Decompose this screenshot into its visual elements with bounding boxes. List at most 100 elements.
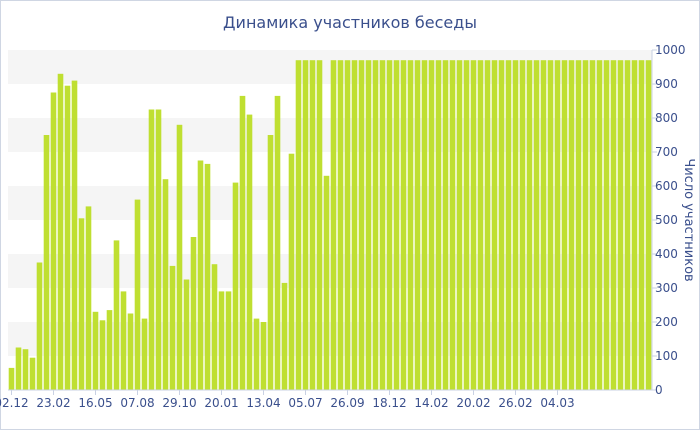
bar <box>456 60 463 390</box>
bar <box>246 114 253 390</box>
x-tick-label: 13.04 <box>246 396 280 410</box>
bar <box>421 60 428 390</box>
y-tick-label: 700 <box>655 145 678 159</box>
y-tick-label: 300 <box>655 281 678 295</box>
x-tick-label: 26.02 <box>498 396 532 410</box>
bar <box>470 60 477 390</box>
bar <box>330 60 337 390</box>
y-tick-label: 500 <box>655 213 678 227</box>
bar <box>71 80 78 390</box>
bar <box>316 60 323 390</box>
bar <box>428 60 435 390</box>
bar <box>344 60 351 390</box>
bar <box>575 60 582 390</box>
bar <box>379 60 386 390</box>
bar <box>113 240 120 390</box>
bar <box>22 349 29 390</box>
x-tick-label: 02.12 <box>0 396 29 410</box>
bar <box>190 237 197 390</box>
bar <box>631 60 638 390</box>
bar <box>512 60 519 390</box>
bar <box>603 60 610 390</box>
bar <box>547 60 554 390</box>
bar <box>78 218 85 390</box>
bar <box>120 291 127 390</box>
bar <box>29 357 36 390</box>
x-tick-label: 26.09 <box>330 396 364 410</box>
bar <box>407 60 414 390</box>
bar <box>498 60 505 390</box>
x-tick-label: 07.08 <box>120 396 154 410</box>
bar <box>540 60 547 390</box>
x-tick-label: 18.12 <box>372 396 406 410</box>
bar <box>92 311 99 390</box>
bar <box>260 322 267 390</box>
bar <box>491 60 498 390</box>
bar <box>141 318 148 390</box>
bar <box>43 135 50 390</box>
bar <box>484 60 491 390</box>
bar <box>624 60 631 390</box>
bar <box>36 262 43 390</box>
x-tick-label: 20.02 <box>456 396 490 410</box>
bar <box>267 135 274 390</box>
bar <box>351 60 358 390</box>
bar <box>323 175 330 390</box>
bar <box>568 60 575 390</box>
bar <box>106 310 113 390</box>
bar <box>302 60 309 390</box>
bar <box>372 60 379 390</box>
y-tick-label: 800 <box>655 111 678 125</box>
bar <box>337 60 344 390</box>
y-tick-label: 900 <box>655 77 678 91</box>
bar <box>64 85 71 390</box>
bar <box>596 60 603 390</box>
bar <box>610 60 617 390</box>
bar <box>134 199 141 390</box>
bar <box>85 206 92 390</box>
y-tick-label: 600 <box>655 179 678 193</box>
bar <box>463 60 470 390</box>
bar <box>225 291 232 390</box>
bar <box>365 60 372 390</box>
x-tick-label: 14.02 <box>414 396 448 410</box>
bar <box>582 60 589 390</box>
x-tick-label: 04.03 <box>540 396 574 410</box>
y-axis-label: Число участников <box>681 158 696 281</box>
bar <box>148 109 155 390</box>
bar <box>57 73 64 391</box>
x-tick-label: 20.01 <box>204 396 238 410</box>
bar <box>505 60 512 390</box>
bar <box>617 60 624 390</box>
y-tick-label: 0 <box>655 383 663 397</box>
bar <box>435 60 442 390</box>
bar <box>477 60 484 390</box>
x-tick-label: 05.07 <box>288 396 322 410</box>
x-tick-label: 16.05 <box>78 396 112 410</box>
bar <box>295 60 302 390</box>
bar <box>253 318 260 390</box>
bar <box>414 60 421 390</box>
bars <box>8 60 652 391</box>
bar <box>288 153 295 390</box>
y-tick-label: 1000 <box>655 43 686 57</box>
bar <box>400 60 407 390</box>
bar <box>15 347 22 390</box>
bar <box>393 60 400 390</box>
bar <box>589 60 596 390</box>
bar <box>99 320 106 390</box>
bar <box>533 60 540 390</box>
bar <box>638 60 645 390</box>
bar <box>561 60 568 390</box>
bar <box>526 60 533 390</box>
bar <box>204 163 211 390</box>
x-tick-label: 29.10 <box>162 396 196 410</box>
bar <box>645 60 652 390</box>
bar <box>218 291 225 390</box>
bar <box>162 179 169 390</box>
bar <box>232 182 239 390</box>
y-tick-label: 400 <box>655 247 678 261</box>
bar <box>281 282 288 390</box>
bar <box>8 367 15 390</box>
